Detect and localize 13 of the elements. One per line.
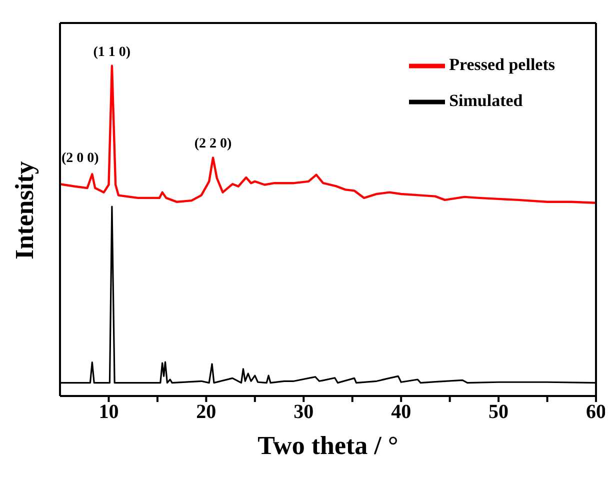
x-tick-label: 40 (391, 401, 412, 424)
y-axis-title: Intensity (10, 161, 40, 260)
annotation: (2 0 0) (61, 151, 100, 166)
x-tick-label: 10 (98, 401, 119, 424)
x-tick-label: 50 (488, 401, 509, 424)
legend-label: Pressed pellets (449, 54, 555, 74)
x-tick-label: 30 (294, 401, 314, 424)
annotation: (1 1 0) (93, 44, 131, 60)
x-tick-label: 20 (196, 401, 216, 424)
x-axis-title: Two theta / ° (258, 431, 398, 460)
annotation: (2 2 0) (194, 136, 232, 152)
x-tick-label: 60 (586, 401, 606, 424)
legend-label: Simulated (449, 90, 523, 110)
